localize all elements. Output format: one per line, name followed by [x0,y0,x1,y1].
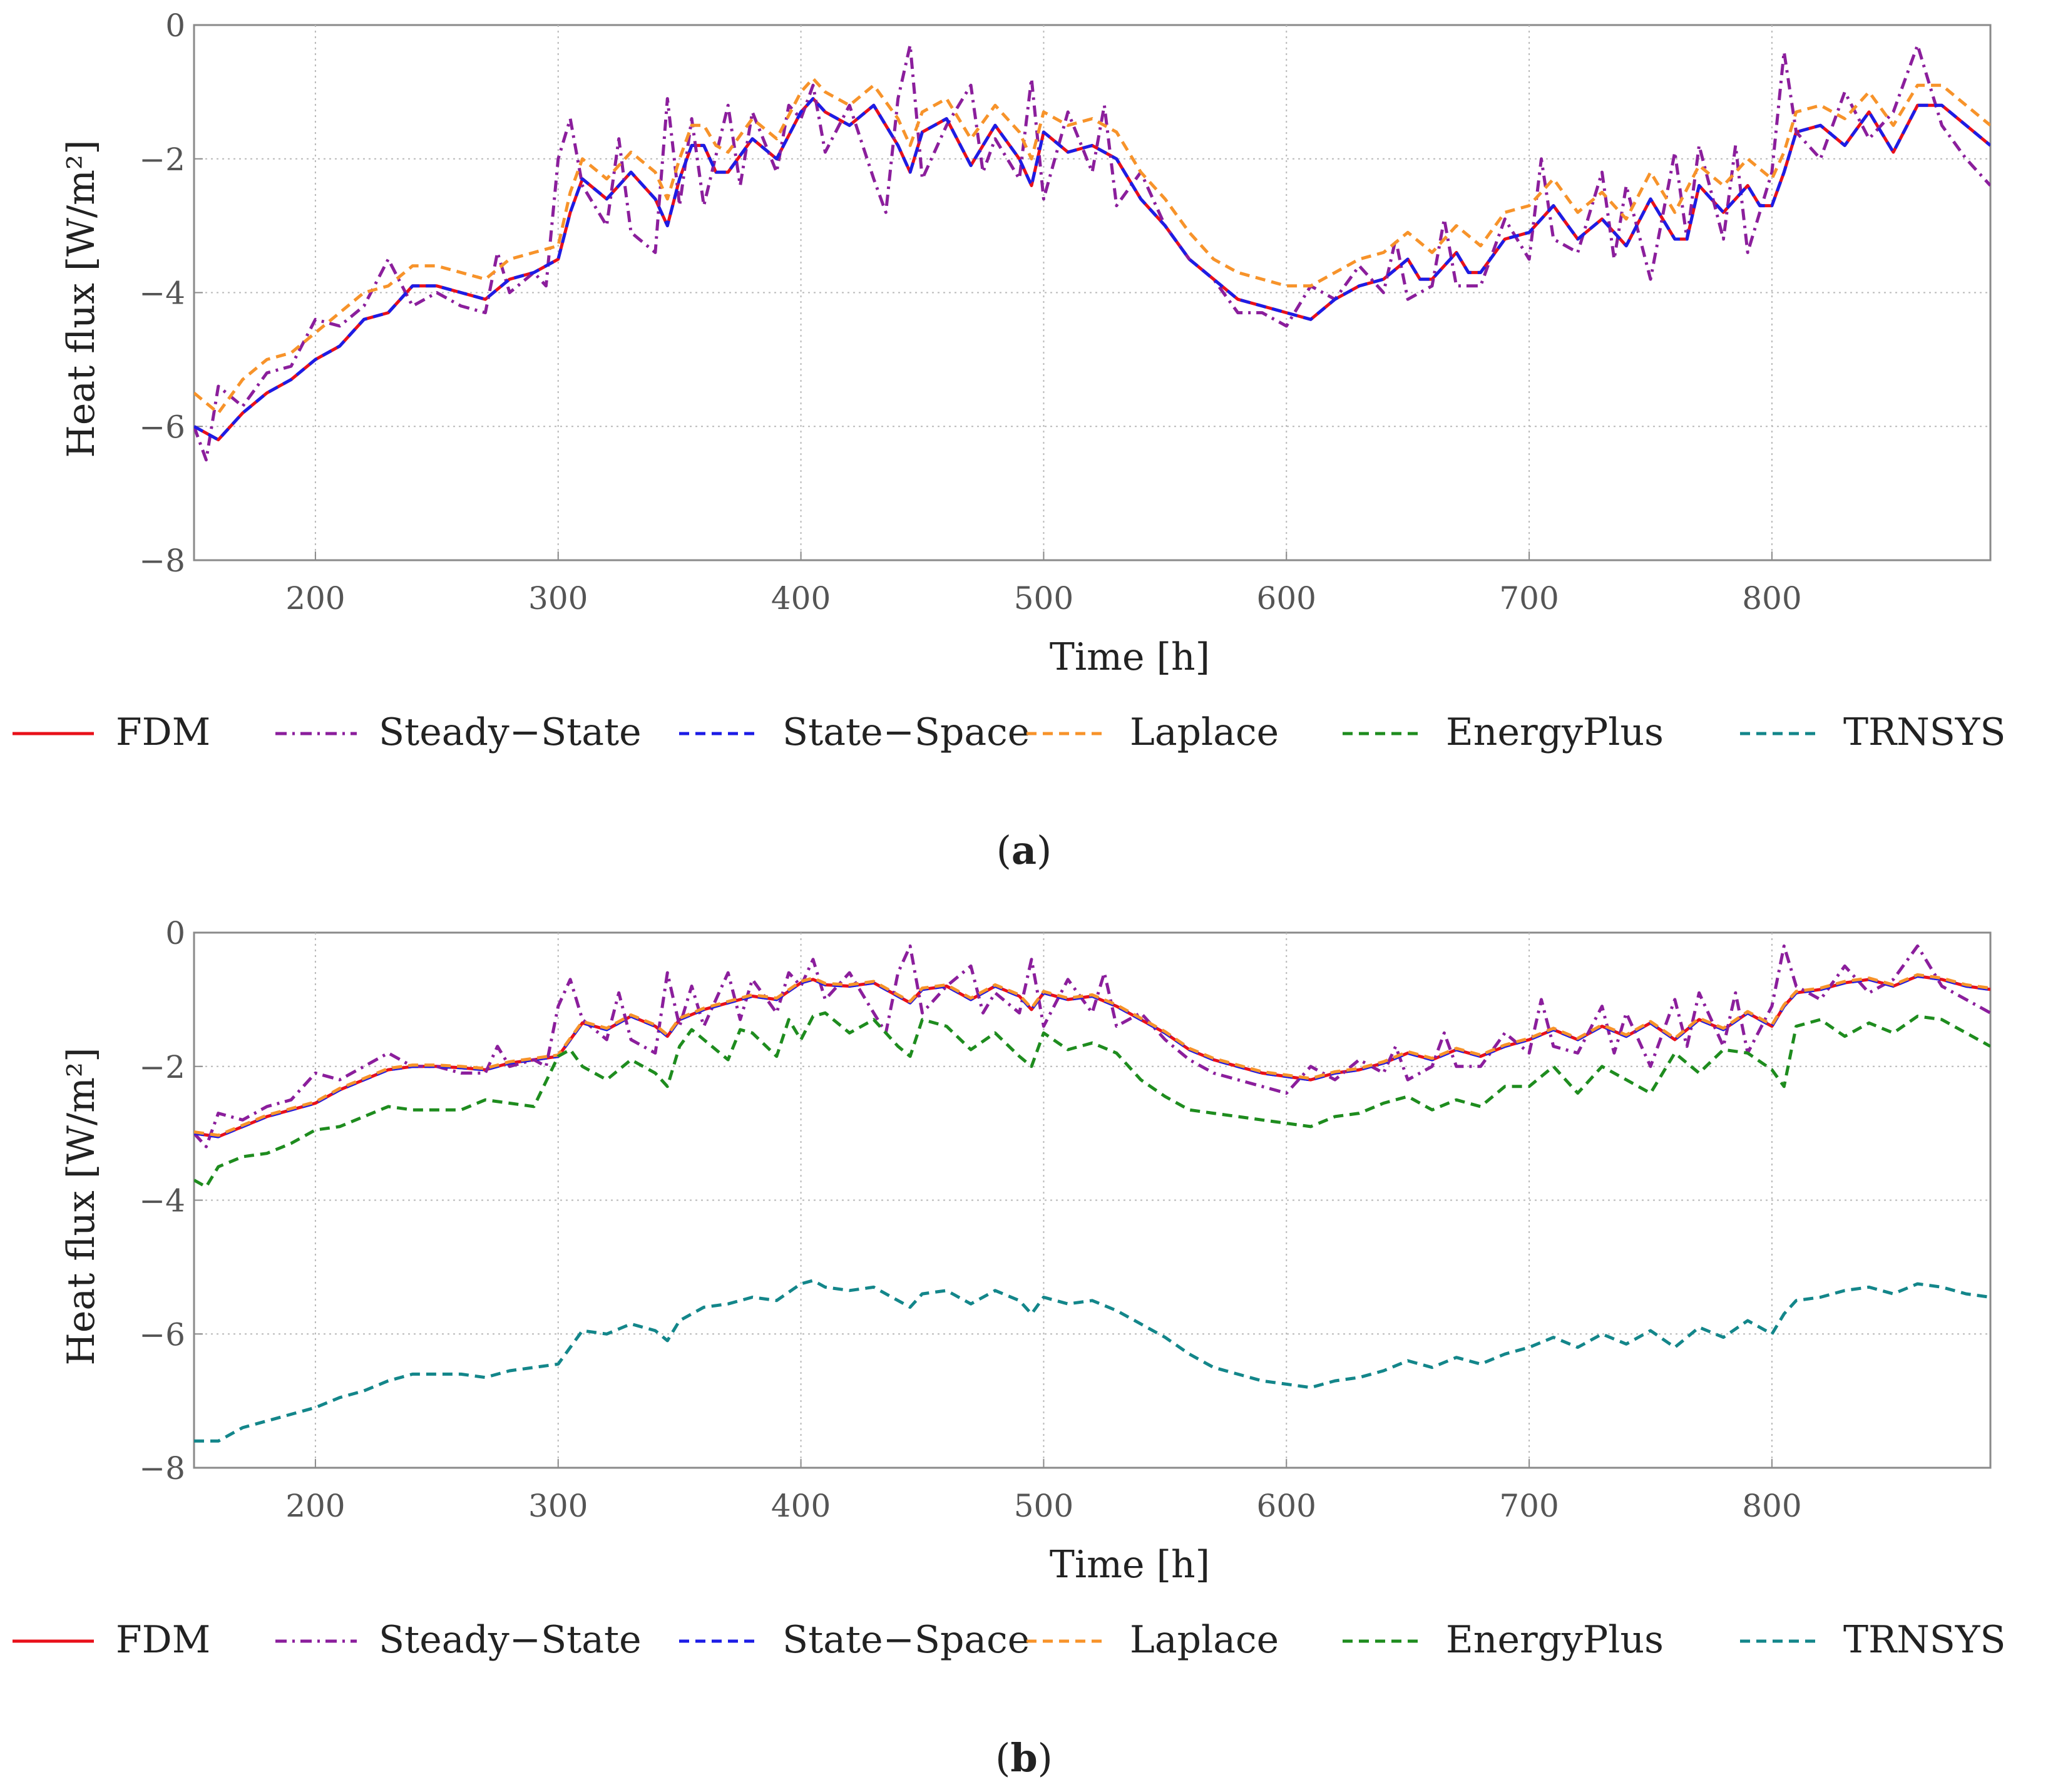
panel-a-xtick-label: 500 [1014,580,1073,617]
panel-a-ytick-label: −2 [139,141,185,178]
panel-b-legend: FDM Steady−State State−Space Laplace EnergyP… [13,1618,2006,1662]
panel-b-chart: 200 300 400 500 600 700 800 0 −2 −4 −6 −8 Time [h] He… [59,915,1992,1587]
panel-a-series-state-space [194,97,1990,442]
panel-a-caption: (a) [996,827,1052,873]
panel-b-x-axis-label: Time [h] [1050,1543,1210,1587]
panel-b-legend-label-energyplus: EnergyPlus [1446,1618,1664,1662]
panel-a-legend: FDM Steady−State State−Space Laplace EnergyP… [13,710,2006,754]
panel-b-ytick-label: −4 [139,1183,185,1219]
panel-b-xtick-label: 300 [528,1488,588,1524]
panel-a-legend-label-trnsys: TRNSYS [1843,710,2006,754]
panel-b-xtick-label: 400 [771,1488,831,1524]
panel-b-legend-label-trnsys: TRNSYS [1843,1618,2006,1662]
panel-b-ytick-label: −6 [139,1316,185,1353]
panel-b-legend-label-steady-state: Steady−State [379,1618,642,1662]
panel-b-legend-label-state-space: State−Space [782,1618,1030,1662]
panel-b-series-steady-state [194,944,1990,1149]
panel-a-ytick-label: −8 [139,543,185,579]
panel-a-x-axis-label: Time [h] [1050,635,1210,679]
panel-b-xtick-label: 600 [1257,1488,1316,1524]
panel-a-legend-label-steady-state: Steady−State [379,710,642,754]
panel-b-xtick-label: 200 [285,1488,345,1524]
panel-a-xtick-label: 300 [528,580,588,617]
panel-a-chart: 200 300 400 500 600 700 800 0 −2 −4 −6 −8 Time [h] He… [59,8,1992,679]
panel-a-xtick-label: 600 [1257,580,1316,617]
panel-b-series-fdm [194,975,1990,1139]
panel-a-ytick-label: −6 [139,409,185,445]
panel-a-xtick-label: 400 [771,580,831,617]
panel-a-caption-letter: a [1011,827,1037,873]
panel-a-series-laplace [194,77,1990,415]
panel-b-xtick-label: 500 [1014,1488,1073,1524]
panel-a-ytick-label: −4 [139,275,185,312]
panel-b-caption-letter: b [1010,1735,1037,1781]
panel-b-series-energyplus [194,1011,1990,1189]
panel-a-series-fdm [194,97,1990,442]
panel-a-legend-label-state-space: State−Space [782,710,1030,754]
panel-a-xtick-label: 800 [1742,580,1801,617]
panel-b-legend-label-laplace: Laplace [1130,1618,1279,1662]
panel-a-xtick-label: 700 [1499,580,1559,617]
panel-b-y-axis-label: Heat flux [W/m²] [59,1047,103,1365]
panel-b-ytick-label: −2 [139,1049,185,1085]
panel-b-series-group [194,944,1990,1443]
panel-a-legend-label-fdm: FDM [116,710,210,754]
panel-a-xtick-label: 200 [285,580,345,617]
panel-a-legend-label-laplace: Laplace [1130,710,1279,754]
panel-b-xtick-label: 700 [1499,1488,1559,1524]
panel-b-series-laplace [194,973,1990,1137]
panel-b-caption: (b) [995,1735,1053,1781]
panel-b-series-state-space [194,975,1990,1139]
panel-a-ytick-label: 0 [165,8,185,44]
panel-a-y-axis-label: Heat flux [W/m²] [59,140,103,458]
panel-b-xtick-label: 800 [1742,1488,1801,1524]
panel-b-series-trnsys [194,1279,1990,1443]
panel-a-legend-label-energyplus: EnergyPlus [1446,710,1664,754]
panel-a-series-steady-state [194,43,1990,462]
panel-b-ytick-label: −8 [139,1450,185,1487]
panel-b-ytick-label: 0 [165,915,185,951]
panel-a-series-group [194,43,1990,462]
panel-b-legend-label-fdm: FDM [116,1618,210,1662]
